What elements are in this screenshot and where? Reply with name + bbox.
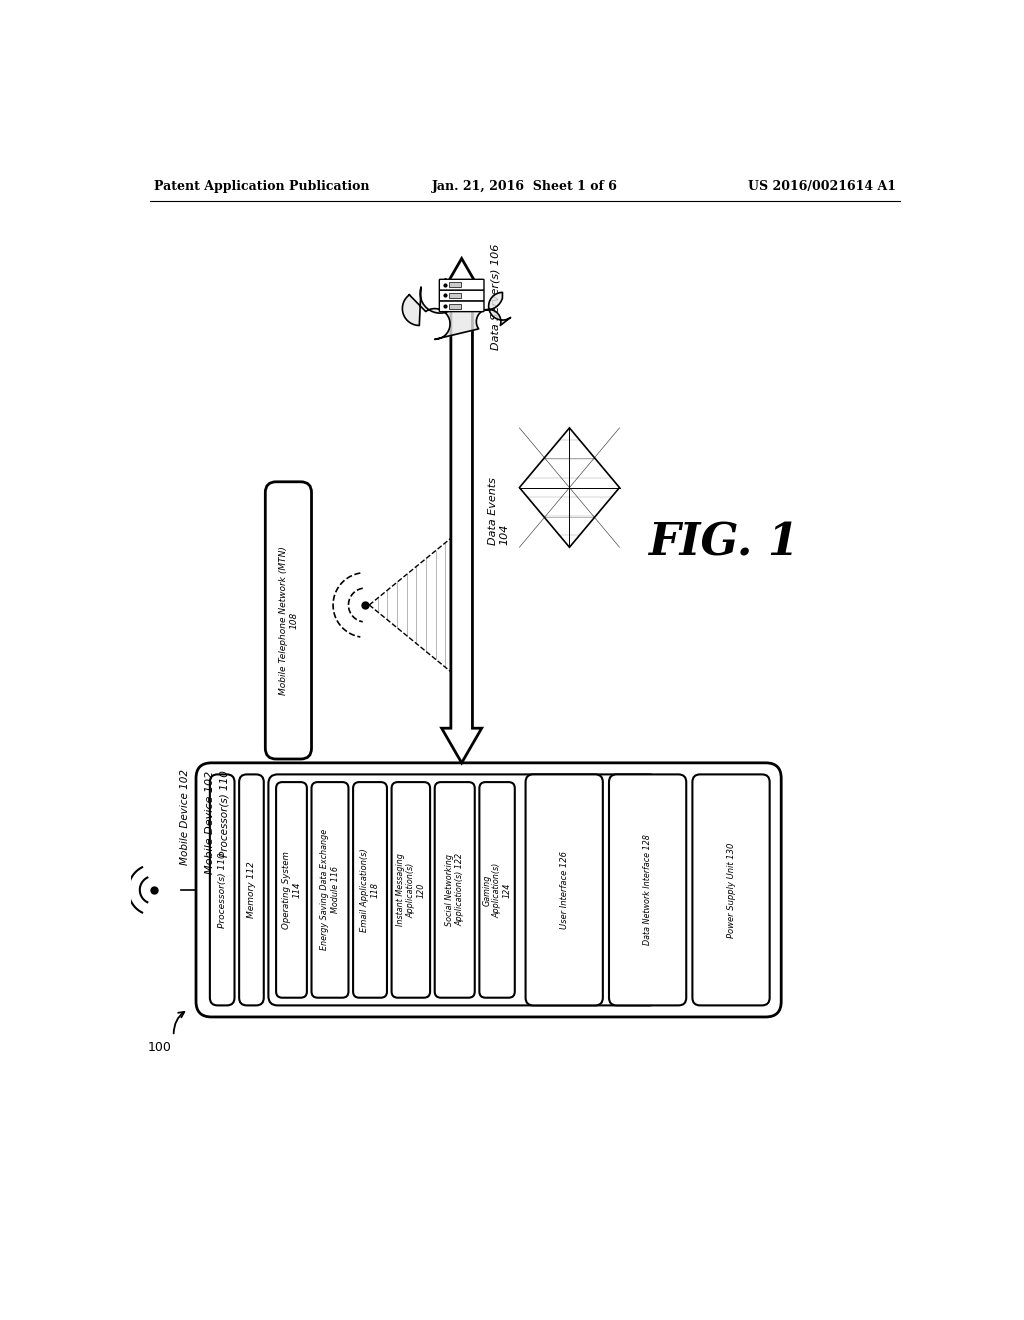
FancyBboxPatch shape (265, 482, 311, 759)
Bar (450, 282, 461, 286)
FancyBboxPatch shape (196, 763, 781, 1016)
Text: Processor(s) 110: Processor(s) 110 (219, 771, 229, 858)
Text: Patent Application Publication: Patent Application Publication (154, 181, 370, 194)
Text: Data Server(s) 106: Data Server(s) 106 (490, 244, 501, 350)
FancyBboxPatch shape (479, 781, 515, 998)
Text: FIG. 1: FIG. 1 (648, 521, 799, 565)
Text: Energy Saving Data Exchange
Module 116: Energy Saving Data Exchange Module 116 (321, 829, 340, 950)
Polygon shape (402, 279, 511, 339)
FancyBboxPatch shape (311, 781, 348, 998)
Text: Power Supply Unit 130: Power Supply Unit 130 (727, 842, 735, 937)
Text: Gaming
Application(s)
124: Gaming Application(s) 124 (482, 862, 512, 917)
Text: Mobile Device 102: Mobile Device 102 (205, 771, 215, 874)
FancyBboxPatch shape (439, 290, 484, 301)
Bar (450, 304, 461, 309)
FancyBboxPatch shape (525, 775, 603, 1006)
Text: Instant Messaging
Application(s)
120: Instant Messaging Application(s) 120 (396, 854, 426, 927)
Text: User Interface 126: User Interface 126 (560, 851, 568, 929)
FancyBboxPatch shape (268, 775, 658, 1006)
Polygon shape (441, 259, 481, 763)
FancyBboxPatch shape (609, 775, 686, 1006)
Text: Mobile Telephone Network (MTN)
108: Mobile Telephone Network (MTN) 108 (279, 546, 298, 694)
FancyBboxPatch shape (391, 781, 430, 998)
Text: Processor(s) 110: Processor(s) 110 (218, 851, 226, 928)
FancyBboxPatch shape (435, 781, 475, 998)
FancyBboxPatch shape (692, 775, 770, 1006)
Bar (450, 293, 461, 298)
FancyBboxPatch shape (353, 781, 387, 998)
Text: Operating System
114: Operating System 114 (282, 851, 301, 929)
Text: Data Events
104: Data Events 104 (487, 477, 510, 545)
FancyBboxPatch shape (210, 775, 234, 1006)
Text: Social Networking
Application(s) 122: Social Networking Application(s) 122 (445, 853, 465, 927)
FancyBboxPatch shape (439, 301, 484, 312)
Text: Data Network Interface 128: Data Network Interface 128 (643, 834, 652, 945)
Text: Memory 112: Memory 112 (247, 862, 256, 919)
Text: Email Application(s)
118: Email Application(s) 118 (360, 847, 380, 932)
Text: Mobile Device 102: Mobile Device 102 (180, 770, 189, 865)
Text: Jan. 21, 2016  Sheet 1 of 6: Jan. 21, 2016 Sheet 1 of 6 (432, 181, 617, 194)
Text: 100: 100 (147, 1041, 172, 1055)
FancyBboxPatch shape (439, 280, 484, 290)
Text: US 2016/0021614 A1: US 2016/0021614 A1 (748, 181, 896, 194)
FancyBboxPatch shape (276, 781, 307, 998)
FancyBboxPatch shape (240, 775, 264, 1006)
